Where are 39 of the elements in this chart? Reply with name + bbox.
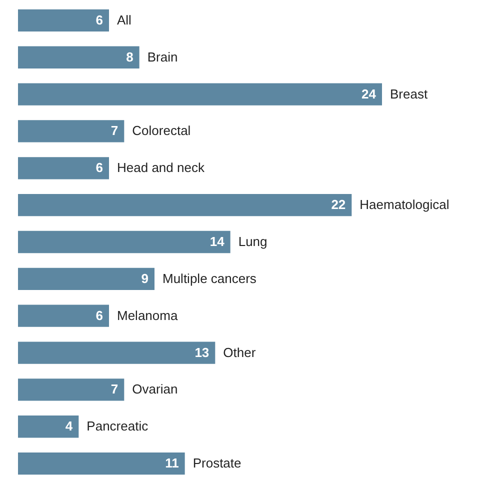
bar bbox=[18, 83, 382, 106]
y-tick-label: Colorectal bbox=[132, 123, 191, 138]
bar bbox=[18, 452, 185, 475]
y-tick-label: Melanoma bbox=[117, 308, 178, 323]
y-tick-label: Pancreatic bbox=[86, 418, 149, 434]
y-tick-label: All bbox=[117, 12, 132, 28]
data-label: 6 bbox=[96, 160, 103, 176]
data-label: 14 bbox=[210, 234, 226, 249]
y-tick-label: Other bbox=[223, 344, 256, 360]
data-label: 9 bbox=[141, 270, 148, 286]
y-tick-label: Brain bbox=[147, 49, 178, 64]
data-label: 11 bbox=[165, 456, 179, 471]
y-tick-label: Ovarian bbox=[132, 382, 178, 397]
data-label: 7 bbox=[110, 382, 118, 397]
bar bbox=[18, 157, 109, 180]
data-label: 13 bbox=[194, 344, 210, 360]
bar bbox=[18, 268, 154, 290]
bar bbox=[18, 378, 124, 401]
bar bbox=[18, 416, 79, 438]
y-tick-label: Breast bbox=[390, 86, 428, 102]
data-label: 6 bbox=[96, 12, 103, 28]
data-label: 6 bbox=[96, 308, 103, 323]
bar bbox=[18, 46, 140, 68]
bar bbox=[18, 120, 124, 142]
bar bbox=[18, 230, 230, 254]
y-tick-label: Haematological bbox=[360, 197, 450, 212]
y-tick-label: Lung bbox=[238, 234, 268, 249]
data-label: 8 bbox=[126, 49, 134, 64]
bar bbox=[18, 9, 109, 32]
data-label: 24 bbox=[362, 86, 377, 102]
bar bbox=[18, 194, 352, 216]
y-tick-label: Head and neck bbox=[117, 160, 205, 176]
bar bbox=[18, 304, 109, 327]
data-label: 7 bbox=[110, 123, 118, 138]
bar bbox=[18, 342, 216, 364]
y-tick-label: Prostate bbox=[192, 456, 242, 471]
data-label: 4 bbox=[65, 418, 74, 434]
y-tick-label: Multiple cancers bbox=[162, 270, 257, 286]
data-label: 22 bbox=[331, 197, 346, 212]
